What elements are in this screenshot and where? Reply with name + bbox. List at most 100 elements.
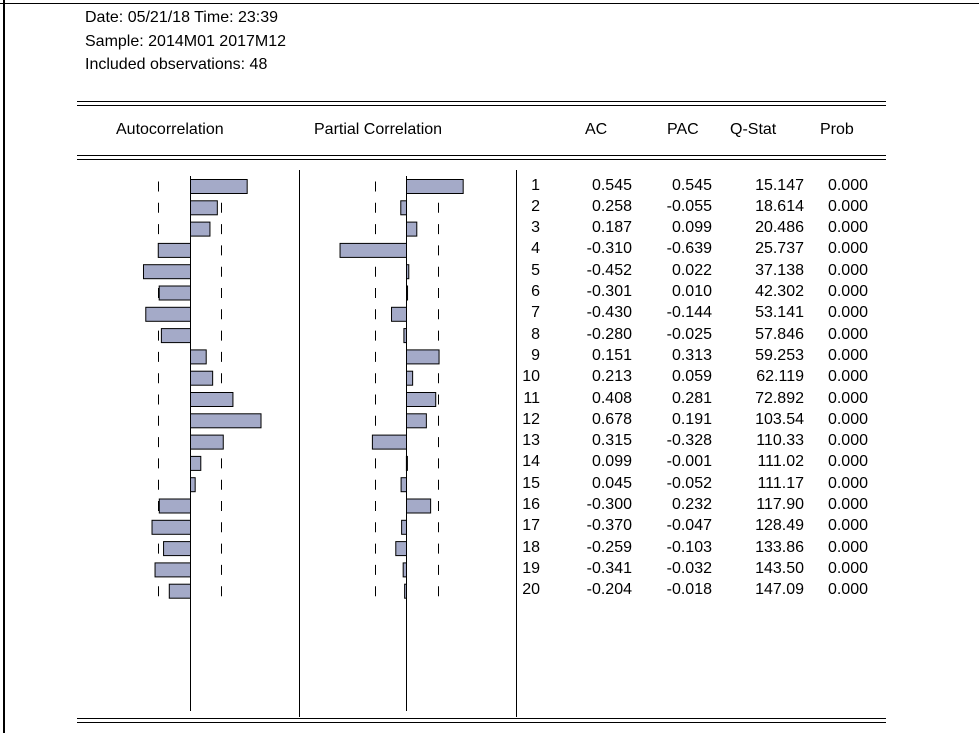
prob-cell: 0.000	[827, 368, 868, 386]
pac-bar	[406, 221, 418, 237]
ac-bar	[160, 328, 192, 344]
qstat-cell: 110.33	[756, 432, 804, 450]
prob-cell: 0.000	[827, 453, 868, 471]
qstat-cell: 25.737	[755, 240, 804, 258]
ac-value-cell: 0.213	[591, 368, 632, 386]
date-time-label: Date: 05/21/18 Time: 23:39	[85, 9, 279, 26]
qstat-cell: 15.147	[755, 176, 804, 194]
prob-cell: 0.000	[827, 474, 868, 492]
ac-value-cell: -0.280	[586, 325, 632, 343]
qstat-cell: 53.141	[755, 304, 804, 322]
qstat-cell: 18.614	[755, 197, 804, 215]
prob-cell: 0.000	[827, 240, 868, 258]
qstat-cell: 72.892	[755, 389, 804, 407]
ac-value-cell: -0.300	[586, 496, 632, 513]
ac-bar	[142, 264, 192, 280]
pac-bar	[406, 413, 427, 429]
lag-cell: 11	[523, 389, 540, 407]
lag-cell: 19	[522, 559, 540, 577]
ac-value-cell: -0.452	[586, 261, 632, 279]
ac-bar	[145, 306, 191, 322]
pac-bar	[401, 519, 407, 535]
pac-value-cell: -0.328	[666, 432, 712, 450]
pac-bar	[406, 370, 414, 386]
prob-cell: 0.000	[827, 304, 868, 322]
pac-bar	[400, 477, 408, 493]
qstat-cell: 147.09	[755, 581, 804, 599]
window-left-border	[3, 0, 5, 733]
ac-value-cell: -0.301	[586, 283, 632, 300]
qstat-cell: 42.302	[755, 283, 804, 300]
window-top-border	[0, 3, 979, 4]
lag-cell: 12	[522, 410, 540, 428]
pac-value-cell: -0.103	[666, 538, 712, 556]
ac-bar	[157, 242, 191, 258]
ac-value-cell: -0.310	[586, 240, 632, 258]
ac-value-cell: 0.408	[591, 389, 632, 407]
lag-cell: 2	[531, 197, 540, 215]
qstat-cell: 59.253	[755, 346, 804, 364]
pac-value-cell: -0.639	[666, 240, 712, 258]
ac-bar	[190, 179, 248, 194]
ac-bar	[190, 455, 202, 471]
lag-cell: 5	[531, 261, 540, 279]
ac-bar	[168, 583, 191, 599]
pac-value-cell: 0.281	[671, 389, 712, 407]
ac-value-cell: -0.430	[586, 304, 632, 322]
prob-cell: 0.000	[827, 538, 868, 556]
col-header-qstat: Q-Stat	[730, 121, 777, 138]
lag-cell: 6	[531, 283, 540, 300]
ac-bar	[154, 562, 191, 578]
qstat-cell: 143.50	[755, 559, 804, 577]
qstat-cell: 103.54	[755, 410, 804, 428]
ac-bar	[190, 413, 262, 429]
pac-value-cell: -0.055	[666, 197, 712, 215]
lag-cell: 20	[522, 581, 540, 599]
ac-bar	[190, 349, 207, 365]
pac-value-cell: -0.052	[666, 474, 712, 492]
ac-bar	[158, 285, 191, 301]
prob-cell: 0.000	[827, 559, 868, 577]
ac-value-cell: 0.045	[591, 474, 632, 492]
ac-bar	[190, 221, 211, 237]
pac-value-cell: 0.010	[671, 283, 712, 300]
pac-bar	[339, 242, 408, 258]
prob-cell: 0.000	[827, 432, 868, 450]
ac-bar	[158, 498, 192, 514]
lag-cell: 16	[522, 496, 540, 513]
qstat-cell: 37.138	[755, 261, 804, 279]
qstat-cell: 62.119	[756, 368, 804, 386]
pac-value-cell: -0.032	[666, 559, 712, 577]
pac-value-cell: -0.025	[666, 325, 712, 343]
qstat-cell: 57.846	[755, 325, 804, 343]
ac-bar	[190, 477, 196, 493]
ac-bar	[151, 519, 192, 535]
ac-value-cell: -0.341	[586, 559, 632, 577]
ac-bar	[190, 434, 224, 450]
prob-cell: 0.000	[827, 197, 868, 215]
ac-bar	[163, 541, 191, 557]
pac-value-cell: 0.313	[671, 346, 712, 364]
pac-bar	[400, 200, 407, 216]
prob-cell: 0.000	[827, 219, 868, 237]
ac-value-cell: 0.187	[591, 219, 632, 237]
header-bottom-rule	[77, 155, 886, 160]
lag-cell: 8	[531, 325, 540, 343]
pac-value-cell: -0.001	[666, 453, 712, 471]
qstat-cell: 128.49	[755, 517, 804, 535]
prob-cell: 0.000	[827, 346, 868, 364]
pac-value-cell: -0.047	[666, 517, 712, 535]
lag-cell: 10	[522, 368, 540, 386]
ac-value-cell: 0.315	[591, 432, 632, 450]
ac-value-cell: 0.545	[591, 176, 632, 194]
lag-cell: 1	[531, 176, 540, 194]
prob-cell: 0.000	[827, 496, 868, 513]
prob-cell: 0.000	[827, 261, 868, 279]
col-header-prob: Prob	[820, 121, 854, 138]
pac-bar	[371, 434, 407, 450]
prob-cell: 0.000	[827, 176, 868, 194]
pac-value-cell: 0.545	[671, 176, 712, 194]
pac-bar	[391, 306, 407, 322]
prob-cell: 0.000	[827, 389, 868, 407]
qstat-cell: 111.17	[757, 474, 804, 492]
